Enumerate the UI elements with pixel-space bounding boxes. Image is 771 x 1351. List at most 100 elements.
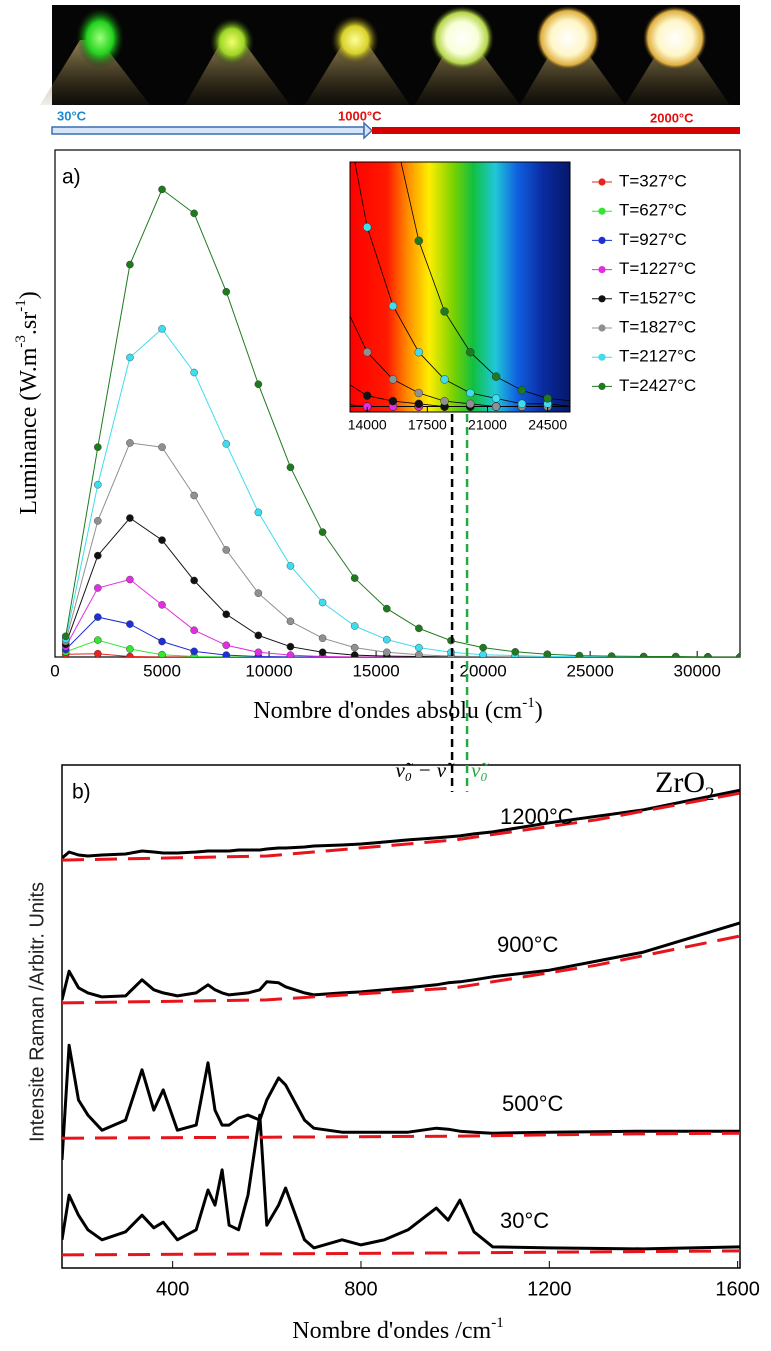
data-point: [350, 622, 359, 630]
inset-data-point: [491, 394, 501, 403]
marker-label: ν̃₀: [471, 758, 489, 782]
data-point: [94, 480, 102, 489]
x-axis-label-part: Nombre d'ondes absolu (cm: [253, 698, 522, 724]
inset-series-line: [350, 315, 570, 407]
data-point: [126, 514, 134, 522]
spectrum-line: [62, 1043, 740, 1160]
fit-line: [62, 791, 740, 862]
data-point: [704, 653, 712, 657]
data-point: [94, 649, 102, 657]
data-point: [222, 641, 231, 650]
data-point: [222, 287, 231, 296]
inset-data-point: [388, 301, 398, 311]
data-point: [190, 576, 198, 585]
data-point: [94, 443, 102, 451]
inset-plot-area: [350, 162, 570, 411]
inset-data-point: [388, 396, 398, 406]
data-point: [254, 380, 263, 389]
inset-background: [350, 162, 570, 412]
inset-data-point: [414, 388, 423, 398]
y-axis-label: Luminance (W.m-3.sr-1): [13, 291, 41, 514]
legend-label: T=2127°C: [619, 347, 696, 366]
data-point: [543, 650, 552, 657]
series-line: [65, 517, 740, 657]
x-axis-label: Nombre d'ondes absolu (cm-1): [253, 695, 542, 723]
inset-data-point: [440, 375, 449, 384]
data-point: [61, 632, 70, 641]
x-tick-label: 1600: [715, 1278, 760, 1300]
data-point: [94, 551, 102, 560]
data-point: [382, 604, 391, 613]
inset-data-point: [414, 399, 423, 409]
panel-label: a): [62, 166, 81, 189]
data-point: [94, 613, 102, 621]
panel-b: 400 800 1200 1600 Nombre d'ondes /cm-1 Intens…: [26, 766, 760, 1344]
inset-x-tick-label: 24500: [528, 417, 567, 433]
data-point: [350, 574, 359, 582]
legend-label: T=1227°C: [619, 259, 696, 278]
data-point: [158, 325, 166, 333]
x-axis-label-part: -1: [491, 1315, 504, 1331]
inset-data-point: [517, 399, 527, 409]
inset-data-point: [388, 375, 398, 384]
legend-marker: [598, 324, 606, 332]
data-point: [94, 636, 102, 644]
data-point: [318, 634, 327, 643]
x-axis-label-part: -1: [522, 695, 535, 711]
legend-marker: [598, 266, 606, 274]
data-point: [350, 643, 359, 652]
legend-marker: [598, 207, 606, 215]
x-tick-label: 400: [156, 1278, 189, 1300]
data-point: [639, 652, 648, 657]
data-point: [575, 651, 584, 657]
inset-data-point: [466, 348, 475, 357]
photo-strip: [40, 5, 740, 105]
x-tick-label: 800: [344, 1278, 377, 1300]
plot-frame: [61, 764, 741, 1269]
panel-a: 0 5000 10000 15000 20000 25000 30000 Nombre d'o…: [13, 154, 740, 792]
y-axis-label-part: .sr: [16, 312, 42, 335]
data-point: [318, 648, 327, 657]
data-point: [126, 575, 134, 584]
legend-label: T=927°C: [619, 230, 687, 249]
legend-marker: [598, 178, 606, 186]
inset-data-point: [440, 396, 449, 406]
data-point: [94, 517, 102, 525]
data-point: [415, 624, 423, 633]
legend-marker: [598, 295, 606, 303]
inset-data-point: [362, 223, 372, 232]
data-point: [222, 546, 231, 554]
series-label: 30°C: [500, 1208, 549, 1233]
legend-marker: [598, 236, 606, 244]
inset-series-line: [400, 162, 570, 402]
series-label: 900°C: [497, 932, 559, 957]
inset-data-point: [466, 388, 475, 398]
legend-marker: [598, 382, 606, 390]
x-tick-label: 25000: [567, 661, 614, 680]
series-line: [65, 578, 740, 657]
legend-marker: [598, 353, 606, 361]
x-tick-label: 10000: [245, 661, 292, 680]
temperature-label: 2000°C: [650, 110, 694, 125]
series-line: [65, 188, 740, 657]
data-point: [222, 440, 231, 448]
inset-data-point: [362, 348, 372, 357]
legend-label: T=627°C: [619, 201, 687, 220]
series-line: [65, 616, 740, 657]
data-point: [350, 651, 359, 657]
chart-title-part: ZrO: [655, 766, 705, 799]
x-tick-label: 0: [50, 661, 59, 680]
data-point: [222, 610, 231, 619]
inset-frame: [349, 161, 571, 413]
series-label: 1200°C: [500, 804, 574, 829]
x-tick-label: 30000: [674, 661, 721, 680]
data-point: [286, 562, 295, 570]
data-point: [511, 648, 520, 656]
spectrum-line: [62, 921, 740, 1001]
data-point: [382, 635, 391, 644]
fit-line: [62, 1131, 740, 1140]
inset-data-point: [362, 391, 372, 400]
data-point: [190, 209, 198, 218]
inset-x-tick-label: 14000: [348, 417, 387, 433]
